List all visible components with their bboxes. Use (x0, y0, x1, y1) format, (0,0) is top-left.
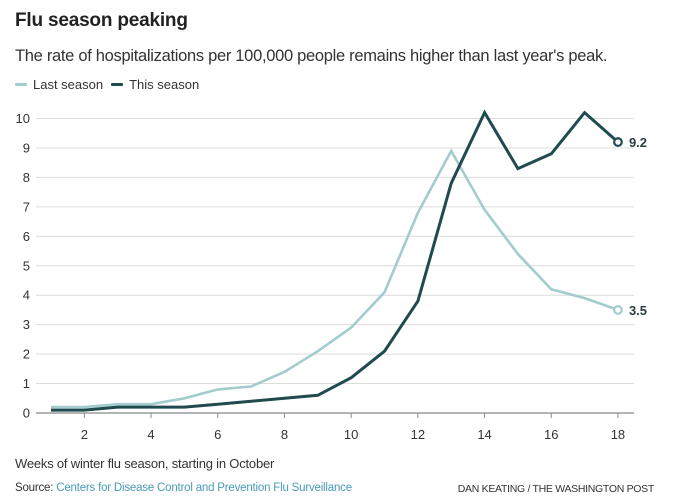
chart-title: Flu season peaking (15, 10, 188, 31)
y-tick-label: 0 (23, 406, 30, 421)
y-tick-label: 8 (23, 170, 30, 185)
series-line-last-season (51, 148, 619, 409)
legend-label-this-season: This season (129, 77, 200, 92)
x-tick-label: 16 (544, 427, 558, 442)
credit: DAN KEATING / THE WASHINGTON POST (457, 483, 655, 495)
x-tick-label: 18 (611, 427, 625, 442)
legend-item-last-season: Last season (15, 77, 103, 92)
end-markers: 3.5 9.2 (613, 135, 647, 318)
chart-subtitle: The rate of hospitalizations per 100,000… (15, 47, 608, 65)
source-prefix: Source: (15, 482, 57, 494)
x-axis: 2 4 6 8 10 12 14 16 18 (36, 412, 634, 442)
y-tick-label: 9 (23, 140, 30, 155)
y-tick-label: 2 (23, 347, 30, 362)
y-tick-label: 7 (23, 199, 30, 214)
end-label-this-season: 9.2 (629, 135, 647, 150)
end-label-last-season: 3.5 (629, 303, 647, 318)
y-axis-ticks: 0 1 2 3 4 5 6 7 8 9 10 (16, 111, 30, 421)
gridlines (36, 118, 634, 385)
legend-item-this-season: This season (111, 77, 199, 92)
legend-swatch-last-season (15, 83, 27, 86)
source-line: Source: Centers for Disease Control and … (15, 482, 352, 494)
legend-swatch-this-season (111, 83, 124, 86)
y-tick-label: 10 (16, 111, 30, 126)
x-axis-label: Weeks of winter flu season, starting in … (15, 456, 275, 471)
x-tick-label: 8 (281, 427, 288, 442)
legend-label-last-season: Last season (33, 77, 104, 92)
x-tick-label: 4 (147, 427, 154, 442)
end-marker-last-season (613, 305, 623, 315)
y-tick-label: 5 (23, 258, 30, 273)
x-tick-label: 12 (411, 427, 425, 442)
x-tick-label: 10 (344, 427, 358, 442)
x-tick-label: 6 (214, 427, 221, 442)
y-tick-label: 3 (23, 317, 30, 332)
legend: Last season This season (15, 77, 207, 92)
x-tick-label: 2 (81, 427, 88, 442)
source-link[interactable]: Centers for Disease Control and Preventi… (56, 482, 352, 494)
y-tick-label: 6 (23, 229, 30, 244)
end-marker-this-season (613, 137, 623, 147)
series-lines (51, 109, 619, 412)
y-tick-label: 1 (23, 376, 30, 391)
series-line-this-season (51, 109, 619, 412)
y-tick-label: 4 (23, 288, 30, 303)
x-tick-label: 14 (477, 427, 491, 442)
